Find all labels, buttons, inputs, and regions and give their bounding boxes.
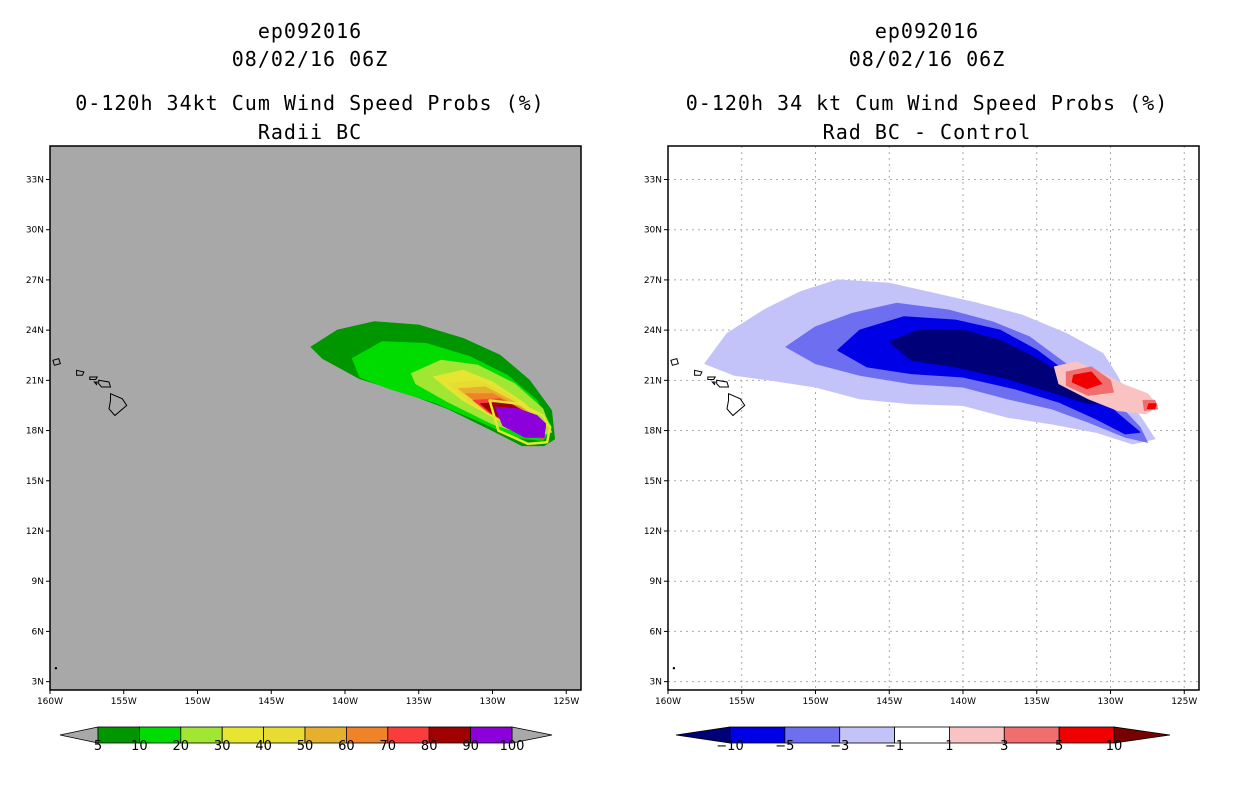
y-tick-label: 6N [650, 627, 662, 637]
island-outline [108, 392, 128, 417]
y-tick-label: 33N [26, 175, 44, 185]
colorbar-swatch [1058, 726, 1115, 744]
y-tick-label: 30N [26, 226, 44, 236]
colorbar-label: 20 [173, 739, 190, 754]
left-map-panel: 160W 155W 150W 145W 140W 135W 130W 125W 3N 6N 9N 12… [26, 145, 582, 707]
x-tick-label: 130W [1097, 697, 1123, 707]
x-tick-label: 125W [553, 697, 579, 707]
y-tick-label: 24N [644, 326, 662, 336]
island-outline [716, 379, 730, 388]
y-tick-label: 18N [644, 427, 662, 437]
colorbar-label: 100 [500, 739, 525, 754]
colorbar-label: 30 [214, 739, 231, 754]
island-outline [52, 357, 61, 366]
y-tick-label: 15N [644, 477, 662, 487]
left-storm-id: ep092016 [257, 19, 363, 43]
y-tick-label: 27N [644, 276, 662, 286]
colorbar-swatch [1003, 726, 1060, 744]
x-tick-label: 150W [184, 697, 210, 707]
island-outline [726, 392, 746, 417]
y-tick-label: 24N [26, 326, 44, 336]
x-tick-label: 135W [406, 697, 432, 707]
left-chart-subtitle: Radii BC [257, 120, 363, 144]
x-tick-label: 145W [258, 697, 284, 707]
colorbar-label: 50 [297, 739, 314, 754]
y-tick-label: 9N [650, 577, 662, 587]
x-tick-label: 130W [479, 697, 505, 707]
contour-5-to-10-b [1146, 403, 1157, 410]
map-frame [49, 145, 582, 691]
colorbar-label: 10 [131, 739, 148, 754]
contour-90-100 [494, 406, 547, 438]
x-tick-label: 155W [111, 697, 137, 707]
colorbar-label: 10 [1106, 739, 1123, 754]
island-outline [711, 381, 716, 386]
contour-5-to-10 [1071, 371, 1103, 390]
island-outline [93, 381, 98, 386]
colorbar-end-low [59, 726, 99, 744]
right-map-panel: 160W 155W 150W 145W 140W 135W 130W 125W 3N 6N 9N 12… [644, 145, 1200, 707]
y-tick-label: 3N [650, 678, 662, 688]
right-datetime: 08/02/16 06Z [848, 47, 1006, 71]
colorbar-label: 70 [380, 739, 397, 754]
y-tick-label: 9N [32, 577, 44, 587]
right-chart-subtitle: Rad BC - Control [822, 120, 1032, 144]
y-tick-label: 21N [644, 376, 662, 386]
y-tick-label: 33N [644, 175, 662, 185]
x-tick-label: 155W [729, 697, 755, 707]
contour-edge-yellow [488, 399, 552, 446]
island-outline [98, 379, 112, 388]
colorbar-label: 40 [255, 739, 272, 754]
colorbar-label: −3 [830, 739, 849, 754]
island-outline [670, 357, 679, 366]
y-tick-label: 6N [32, 627, 44, 637]
right-chart-title: 0-120h 34 kt Cum Wind Speed Probs (%) [685, 91, 1169, 115]
left-datetime: 08/02/16 06Z [231, 47, 389, 71]
right-storm-id: ep092016 [874, 19, 980, 43]
small-island [672, 667, 676, 670]
island-outline [76, 369, 85, 376]
left-chart-title: 0-120h 34kt Cum Wind Speed Probs (%) [75, 91, 545, 115]
small-island [54, 667, 58, 670]
island-outline [694, 369, 703, 376]
colorbar-swatch [949, 726, 1005, 744]
colorbar-label: 5 [94, 739, 102, 754]
colorbar-label: −5 [775, 739, 794, 754]
x-tick-label: 160W [655, 697, 681, 707]
colorbar-label: 60 [338, 739, 355, 754]
map-frame [667, 145, 1200, 691]
y-tick-label: 12N [26, 527, 44, 537]
colorbar-end-high [1113, 726, 1171, 744]
island-outline [89, 376, 99, 380]
colorbar-label: 5 [1055, 739, 1063, 754]
y-tick-label: 30N [644, 226, 662, 236]
colorbar-label: −1 [885, 739, 904, 754]
colorbar-label: 80 [421, 739, 438, 754]
x-tick-label: 125W [1171, 697, 1197, 707]
x-tick-label: 150W [802, 697, 828, 707]
y-tick-label: 18N [26, 427, 44, 437]
y-tick-label: 21N [26, 376, 44, 386]
y-tick-label: 15N [26, 477, 44, 487]
colorbar-label: −10 [716, 739, 743, 754]
right-colorbar: −10 −5 −3 −1 1 3 5 10 [675, 726, 1171, 754]
x-tick-label: 160W [37, 697, 63, 707]
left-colorbar: 5 10 20 30 40 50 60 70 80 90 100 [59, 726, 553, 754]
y-tick-label: 27N [26, 276, 44, 286]
colorbar-swatch [470, 726, 513, 744]
x-tick-label: 135W [1024, 697, 1050, 707]
colorbar-label: 1 [945, 739, 953, 754]
island-outline [707, 376, 717, 380]
colorbar-label: 90 [462, 739, 479, 754]
y-tick-label: 12N [644, 527, 662, 537]
x-tick-label: 140W [950, 697, 976, 707]
x-tick-label: 140W [332, 697, 358, 707]
colorbar-label: 3 [1000, 739, 1008, 754]
x-tick-label: 145W [876, 697, 902, 707]
y-tick-label: 3N [32, 678, 44, 688]
